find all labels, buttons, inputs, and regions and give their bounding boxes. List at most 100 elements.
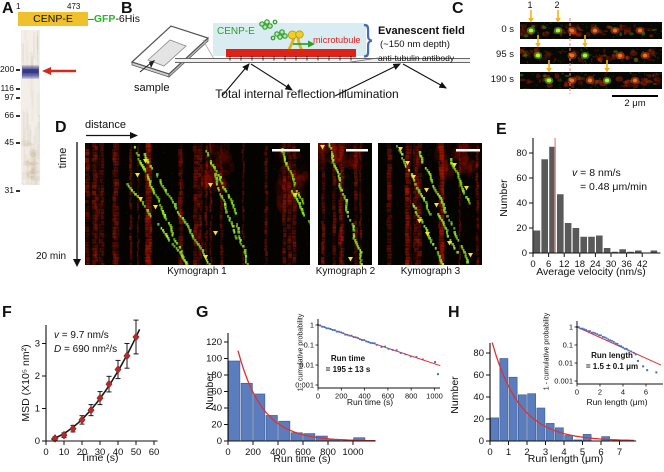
svg-text:18: 18: [575, 259, 586, 270]
gel-lane-image: [21, 30, 40, 185]
cenp-e-label: CENP-E: [217, 26, 255, 37]
band-arrow-icon: [42, 67, 76, 75]
panel-g-letter: G: [196, 304, 209, 321]
svg-text:12: 12: [559, 259, 570, 270]
movement-arrow-icon: [293, 40, 315, 48]
svg-text:0: 0: [35, 436, 40, 447]
kymograph-1-label: Kymograph 1: [167, 266, 227, 277]
velocity-ylabel: Number: [498, 179, 510, 217]
svg-text:0: 0: [575, 388, 579, 397]
svg-text:100: 100: [206, 354, 222, 365]
panel-e-letter: E: [496, 121, 507, 138]
runtime-ylabel: Number: [204, 372, 216, 410]
svg-text:30: 30: [606, 259, 617, 270]
flow-chamber-slide-icon: [130, 25, 210, 78]
svg-text:20: 20: [516, 223, 527, 234]
svg-text:36: 36: [621, 259, 632, 270]
laser-beam-arrows-icon: [221, 63, 447, 97]
kymograph-2-label: Kymograph 2: [315, 266, 376, 277]
runlength-inset-xlabel: Run length (μm): [586, 397, 648, 407]
runtime-inset-annotation-2: = 195 ± 13 s: [325, 365, 371, 374]
time-axis-label: time: [57, 147, 69, 169]
gel-marker-tick: [16, 142, 20, 144]
runlength-xlabel: Run length (μm): [527, 453, 604, 465]
svg-text:20: 20: [211, 420, 222, 431]
svg-text:1: 1: [506, 447, 511, 458]
gel-marker-label: 97: [4, 92, 14, 102]
gel-marker-tick: [16, 69, 20, 71]
time-label-0s: 0 s: [501, 24, 514, 35]
msd-xlabel: Time (s): [80, 452, 119, 464]
svg-text:7: 7: [617, 447, 622, 458]
cenp-e-molecules-icon: [259, 19, 288, 41]
svg-text:1: 1: [35, 404, 40, 415]
panel-c-annotations: [528, 10, 658, 97]
svg-text:80: 80: [473, 348, 484, 359]
panel-c-letter: C: [452, 0, 464, 17]
gel-marker-label: 200: [0, 64, 15, 74]
svg-text:0: 0: [43, 447, 48, 458]
gel-marker-label: 116: [0, 83, 14, 93]
panel-a-letter: A: [2, 0, 14, 17]
glass-surface: [175, 58, 470, 63]
magnify-leader-line: [202, 39, 215, 60]
svg-text:4: 4: [561, 447, 566, 458]
kymograph-1-image: [85, 143, 310, 265]
construct-end-residue: 473: [67, 2, 81, 11]
msd-ylabel: MSD (X10⁵ nm²): [20, 344, 32, 422]
msd-annotation-2: D = 690 nm²/s: [54, 344, 118, 355]
velocity-xlabel: Average velocity (nm/s): [536, 266, 646, 278]
runtime-inset-ylabel: 1 - cumulative probability: [297, 313, 305, 392]
runlength-inset-ylabel: 1 - cumulative probability: [543, 312, 551, 391]
svg-text:200: 200: [335, 392, 348, 401]
gel-marker-tick: [16, 88, 20, 90]
duration-label: 20 min: [36, 251, 67, 262]
svg-text:6: 6: [546, 259, 551, 270]
svg-text:0: 0: [487, 447, 492, 458]
tir-label: Total internal reflection illumination: [215, 87, 399, 101]
svg-text:600: 600: [382, 392, 395, 401]
svg-text:600: 600: [295, 447, 311, 458]
construct-dash: –: [88, 13, 94, 25]
svg-text:0.01: 0.01: [558, 359, 573, 368]
construct-gfp-label: GFP: [93, 13, 116, 25]
microtubule-bar: [226, 49, 356, 57]
panel-h-letter: H: [448, 304, 460, 321]
svg-text:10: 10: [59, 447, 70, 458]
svg-text:2: 2: [524, 447, 529, 458]
gel-marker-tick: [16, 97, 20, 99]
evanescent-title: Evanescent field: [378, 25, 465, 37]
svg-text:50: 50: [131, 447, 142, 458]
svg-text:0.1: 0.1: [304, 341, 314, 350]
panel-b-letter: B: [121, 0, 133, 17]
evanescent-bracket-icon: }: [363, 17, 373, 58]
svg-text:5: 5: [580, 447, 585, 458]
svg-text:0: 0: [217, 436, 222, 447]
svg-text:0.1: 0.1: [563, 341, 573, 350]
gel-marker-tick: [16, 190, 20, 192]
runtime-inset-annotation-1: Run time: [330, 354, 366, 363]
runlength-inset-annotation-2: = 1.5 ± 0.1 μm: [585, 362, 639, 371]
construct-his-label: -6His: [115, 13, 140, 25]
spot-2-label: 2: [554, 0, 560, 10]
svg-text:6: 6: [644, 388, 648, 397]
svg-text:60: 60: [473, 370, 484, 381]
construct-domain-bar: CENP-E: [18, 12, 88, 26]
svg-text:800: 800: [320, 447, 336, 458]
svg-text:40: 40: [473, 392, 484, 403]
gel-marker-label: 31: [4, 185, 14, 195]
svg-text:20: 20: [77, 447, 88, 458]
microtubule-label: microtubule: [313, 35, 361, 45]
svg-text:400: 400: [358, 392, 371, 401]
svg-text:200: 200: [245, 447, 261, 458]
kymograph-3-label: Kymograph 3: [400, 266, 461, 277]
construct-domain-label: CENP-E: [33, 13, 73, 25]
svg-text:0: 0: [479, 436, 484, 447]
svg-text:3: 3: [543, 447, 548, 458]
svg-text:0: 0: [225, 447, 230, 458]
svg-text:40: 40: [516, 198, 527, 209]
svg-text:60: 60: [149, 447, 160, 458]
